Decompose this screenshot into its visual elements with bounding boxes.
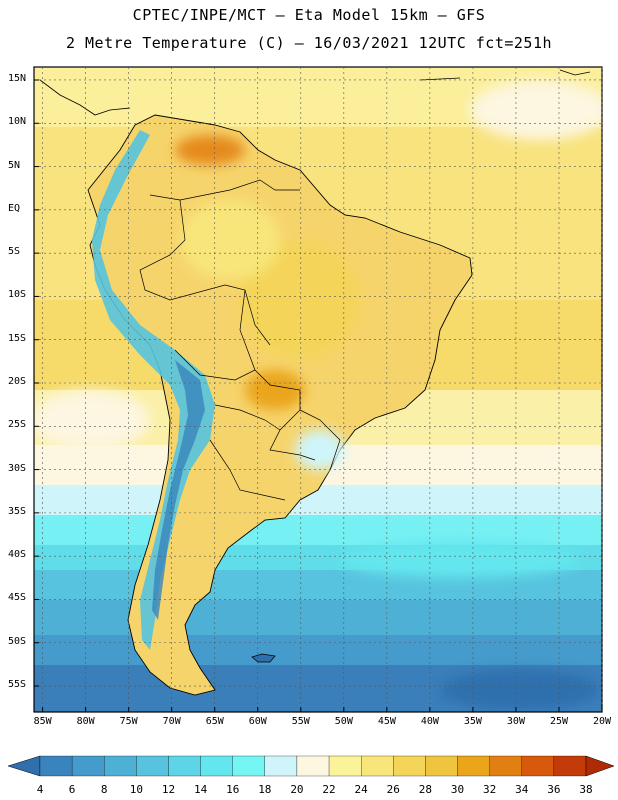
colorbar-swatch [553, 755, 587, 777]
warm-patch-interior [240, 240, 360, 360]
lat-label: 20S [8, 376, 27, 387]
ocean-patch [340, 542, 580, 578]
ocean-patch [34, 390, 150, 450]
colorbar [7, 755, 615, 777]
colorbar-swatch [361, 755, 394, 777]
lat-label: 25S [8, 419, 27, 431]
lat-label: EQ [8, 202, 21, 214]
lat-label: 40S [8, 549, 27, 561]
lon-label: 35W [463, 716, 482, 727]
lon-label: 25W [549, 716, 568, 727]
lat-label: 55S [8, 679, 27, 691]
axis-ticks [34, 79, 603, 712]
lon-label: 85W [33, 716, 52, 727]
colorbar-max-arrow [585, 755, 615, 777]
colorbar-label: 34 [515, 783, 529, 796]
caribbean-coast [39, 69, 591, 116]
lat-label: 30S [8, 462, 27, 474]
colorbar-swatch [168, 755, 201, 777]
cool-patch-south-brazil [295, 430, 345, 470]
lon-label: 30W [506, 716, 525, 727]
colorbar-label: 20 [290, 783, 304, 796]
lon-label: 75W [119, 716, 138, 727]
ocean-patch [470, 80, 602, 140]
colorbar-swatch [136, 755, 169, 777]
colorbar-swatch [328, 755, 362, 777]
colorbar-label: 10 [129, 783, 143, 796]
lon-label: 20W [592, 716, 612, 727]
lon-label: 55W [291, 716, 310, 727]
warm-patch-amazon [180, 200, 280, 280]
colorbar-label: 4 [36, 783, 44, 796]
lon-label: 80W [76, 716, 95, 727]
colorbar-label: 18 [258, 783, 272, 796]
hot-patch-venezuela [175, 135, 245, 165]
colorbar-swatch [521, 755, 555, 777]
ocean-band-18 [34, 515, 602, 545]
colorbar-swatch [393, 755, 426, 777]
ocean-patch [440, 670, 600, 710]
colorbar-swatch [200, 755, 233, 777]
colorbar-label: 14 [193, 783, 208, 796]
colorbar-label: 32 [483, 783, 497, 796]
lon-label: 60W [248, 716, 267, 727]
colorbar-label: 30 [450, 783, 465, 796]
map-frame [33, 66, 603, 713]
lon-label: 70W [162, 716, 181, 727]
lat-label: 15N [8, 72, 27, 84]
lon-label: 65W [205, 716, 224, 727]
colorbar-swatch [296, 755, 330, 777]
lat-label: 50S [8, 635, 27, 647]
andes-colder-core [152, 360, 205, 620]
colorbar-label: 22 [322, 783, 336, 796]
lat-label: 15S [8, 332, 27, 344]
falkland-islands [251, 653, 276, 663]
map-title-line1: CPTEC/INPE/MCT – Eta Model 15km – GFS [132, 6, 486, 24]
colorbar-swatch [71, 755, 105, 777]
colorbar-label: 6 [68, 783, 76, 796]
ocean-band-10 [34, 635, 602, 665]
colorbar-label: 16 [226, 783, 240, 796]
colorbar-label: 26 [386, 783, 400, 796]
lat-label: 5N [8, 159, 21, 171]
colorbar-swatch [232, 755, 265, 777]
colorbar-label: 24 [354, 783, 368, 796]
lat-label: 35S [8, 505, 27, 517]
colorbar-swatch [425, 755, 458, 777]
colorbar-label: 8 [100, 783, 108, 796]
lat-label: 5S [8, 246, 21, 258]
hot-patch-chaco [245, 370, 305, 410]
lon-label: 50W [334, 716, 353, 727]
colorbar-label: 12 [161, 783, 176, 796]
colorbar-swatch [457, 755, 490, 777]
country-borders [139, 179, 341, 501]
lat-label: 45S [8, 592, 27, 604]
colorbar-swatch [39, 755, 73, 777]
colorbar-swatch [104, 755, 137, 777]
lat-label: 10N [8, 116, 27, 128]
map-title-line2: 2 Metre Temperature (C) – 16/03/2021 12U… [65, 34, 553, 52]
ocean-band-12 [34, 600, 602, 635]
colorbar-min-arrow [7, 755, 41, 777]
lon-label: 45W [377, 716, 396, 727]
colorbar-swatch [489, 755, 522, 777]
colorbar-label: 28 [418, 783, 433, 796]
colorbar-label: 38 [579, 783, 593, 796]
colorbar-swatch [264, 755, 298, 777]
lon-label: 40W [420, 716, 439, 727]
colorbar-label: 36 [547, 783, 561, 796]
lat-label: 10S [8, 289, 27, 301]
